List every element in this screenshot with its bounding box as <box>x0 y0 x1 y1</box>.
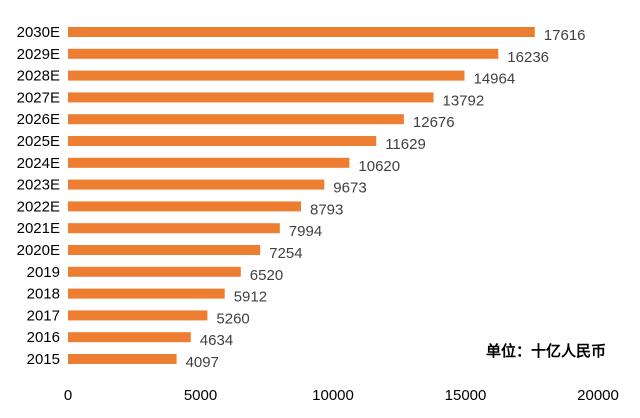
bar-2016 <box>68 332 191 343</box>
value-label-2026E: 12676 <box>413 114 455 131</box>
bar-2020E <box>68 245 261 255</box>
bar-2023E <box>68 179 325 190</box>
category-label-2026E: 2026E <box>17 111 60 128</box>
value-label-2028E: 14964 <box>474 71 516 88</box>
category-axis: 2015 2016 2017 2018 2019 2020E 2021E 2022E 2023E… <box>17 24 60 368</box>
value-label-2016: 4634 <box>200 332 233 349</box>
value-label-2021E: 7994 <box>289 223 322 240</box>
value-label-2015: 4097 <box>186 354 219 371</box>
value-label-2027E: 13792 <box>443 92 485 109</box>
x-tick-label-10000: 10000 <box>312 387 354 404</box>
category-label-2025E: 2025E <box>17 133 60 150</box>
category-label-2016: 2016 <box>27 329 60 346</box>
x-tick-label-5000: 5000 <box>184 387 217 404</box>
value-label-2030E: 17616 <box>544 27 586 44</box>
category-label-2020E: 2020E <box>17 242 60 259</box>
category-label-2019: 2019 <box>27 264 60 281</box>
value-label-2018: 5912 <box>234 289 267 306</box>
bar-2028E <box>68 70 465 81</box>
bar-2025E <box>68 136 377 146</box>
x-tick-label-20000: 20000 <box>577 387 619 404</box>
category-label-2027E: 2027E <box>17 89 60 106</box>
value-label-2023E: 9673 <box>333 180 366 197</box>
value-label-2022E: 8793 <box>310 201 343 218</box>
bar-2027E <box>68 92 434 103</box>
bar-2022E <box>68 201 301 212</box>
category-label-2021E: 2021E <box>17 220 60 237</box>
bar-2017 <box>68 310 208 321</box>
category-label-2018: 2018 <box>27 286 60 303</box>
bar-2019 <box>68 266 241 277</box>
bar-2024E <box>68 157 350 168</box>
value-label-2017: 5260 <box>216 310 249 327</box>
value-label-2019: 6520 <box>250 267 283 284</box>
category-label-2023E: 2023E <box>17 177 60 194</box>
value-label-2020E: 7254 <box>269 245 302 262</box>
category-label-2015: 2015 <box>27 351 60 368</box>
category-label-2022E: 2022E <box>17 198 60 215</box>
value-label-2029E: 16236 <box>507 49 549 66</box>
bar-2030E <box>68 27 535 37</box>
bar-2021E <box>68 223 280 234</box>
bar-2018 <box>68 288 225 299</box>
x-tick-label-15000: 15000 <box>445 387 487 404</box>
category-label-2024E: 2024E <box>17 155 60 172</box>
bar-2026E <box>68 114 404 125</box>
unit-label: 单位：十亿人民币 <box>486 342 606 360</box>
category-label-2029E: 2029E <box>17 46 60 63</box>
bar-2029E <box>68 48 499 59</box>
x-tick-label-0: 0 <box>64 387 72 404</box>
value-labels-group: 4097 4634 5260 5912 6520 7254 7994 8793 9673 1062… <box>186 27 586 371</box>
category-label-2017: 2017 <box>27 307 60 324</box>
value-label-2024E: 10620 <box>358 158 400 175</box>
category-label-2028E: 2028E <box>17 68 60 85</box>
bar-2015 <box>68 354 177 364</box>
bars-group <box>68 27 535 364</box>
value-label-2025E: 11629 <box>385 136 426 153</box>
category-label-2030E: 2030E <box>17 24 60 41</box>
value-axis: 0 5000 10000 15000 20000 <box>64 387 619 404</box>
